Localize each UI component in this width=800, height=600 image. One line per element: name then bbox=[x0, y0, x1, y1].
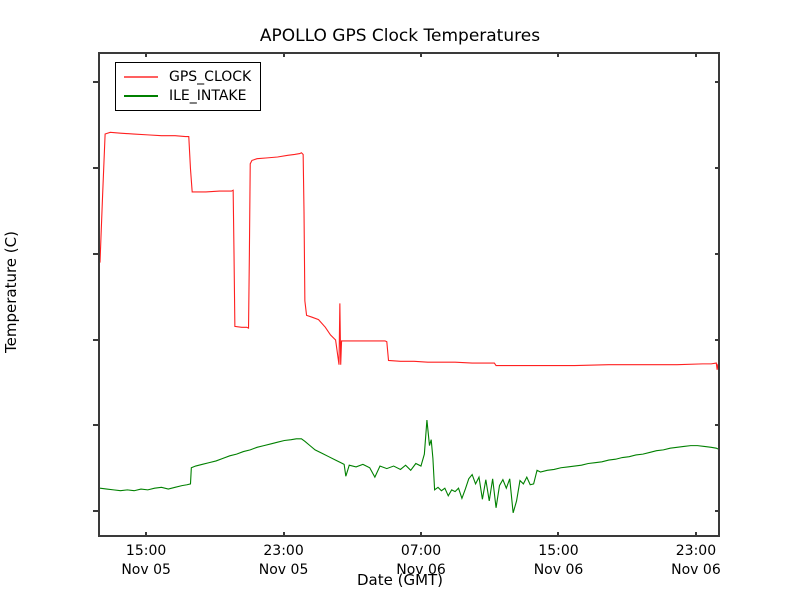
x-tick-date: Nov 05 bbox=[258, 562, 309, 578]
legend-swatch-gps-clock bbox=[124, 75, 158, 78]
y-tick-mark bbox=[715, 252, 720, 255]
x-tick-date: Nov 06 bbox=[396, 562, 446, 578]
x-tick-label: 07:00 Nov 06 bbox=[351, 542, 491, 580]
legend-item: GPS_CLOCK bbox=[124, 67, 251, 86]
x-tick-mark bbox=[557, 532, 560, 537]
page-title: APOLLO GPS Clock Temperatures bbox=[259, 26, 541, 46]
y-tick-mark bbox=[715, 510, 720, 513]
series-line-ile-intake bbox=[100, 420, 718, 513]
x-tick-time: 23:00 bbox=[263, 543, 304, 559]
x-tick-date: Nov 06 bbox=[671, 562, 721, 578]
x-tick-time: 07:00 bbox=[400, 543, 442, 559]
y-tick-mark bbox=[93, 338, 98, 341]
x-tick-mark bbox=[557, 52, 560, 57]
x-tick-time: 15:00 bbox=[125, 543, 167, 559]
y-tick-mark bbox=[93, 166, 98, 169]
x-tick-mark bbox=[282, 532, 285, 537]
y-axis-label: Temperature (C) bbox=[2, 231, 20, 353]
y-tick-mark bbox=[93, 424, 98, 427]
y-tick-mark bbox=[715, 81, 720, 84]
x-tick-label: 15:00 Nov 06 bbox=[488, 542, 628, 580]
legend-item: ILE_INTAKE bbox=[124, 86, 251, 105]
x-tick-date: Nov 06 bbox=[533, 562, 584, 578]
plot-area bbox=[98, 52, 720, 537]
x-axis-label: Date (GMT) bbox=[356, 571, 444, 589]
x-tick-mark bbox=[282, 52, 285, 57]
y-tick-mark bbox=[715, 166, 720, 169]
x-tick-mark bbox=[145, 532, 148, 537]
x-tick-label: 23:00 Nov 06 bbox=[626, 542, 766, 580]
x-tick-mark bbox=[420, 532, 423, 537]
legend-swatch-ile-intake bbox=[124, 94, 158, 97]
x-tick-label: 23:00 Nov 05 bbox=[214, 542, 354, 580]
y-tick-mark bbox=[715, 424, 720, 427]
x-tick-time: 23:00 bbox=[675, 543, 717, 559]
x-tick-mark bbox=[694, 532, 697, 537]
x-tick-mark bbox=[694, 52, 697, 57]
y-tick-mark bbox=[93, 510, 98, 513]
legend: GPS_CLOCK ILE_INTAKE bbox=[115, 62, 262, 111]
y-tick-mark bbox=[93, 252, 98, 255]
y-tick-mark bbox=[93, 81, 98, 84]
x-tick-mark bbox=[145, 52, 148, 57]
x-tick-date: Nov 05 bbox=[121, 562, 171, 578]
y-tick-mark bbox=[715, 338, 720, 341]
plot-svg bbox=[100, 54, 718, 535]
x-tick-label: 15:00 Nov 05 bbox=[76, 542, 216, 580]
x-tick-mark bbox=[420, 52, 423, 57]
legend-label-gps-clock: GPS_CLOCK bbox=[169, 68, 252, 85]
x-tick-time: 15:00 bbox=[538, 543, 579, 559]
series-line-gps-clock bbox=[100, 132, 718, 370]
legend-label-ile-intake: ILE_INTAKE bbox=[169, 87, 247, 104]
